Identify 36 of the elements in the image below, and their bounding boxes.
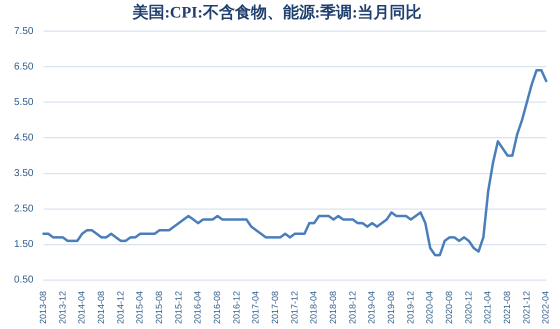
x-tick-label: 2018-12 [347, 290, 358, 324]
x-tick-label: 2019-04 [366, 290, 377, 324]
x-tick-label: 2017-12 [289, 290, 300, 324]
x-tick-label: 2020-04 [424, 290, 435, 324]
x-tick-label: 2015-12 [173, 290, 184, 324]
y-tick-label: 2.50 [14, 204, 34, 215]
x-tick-label: 2016-12 [231, 290, 242, 324]
x-tick-label: 2019-12 [405, 290, 416, 324]
x-tick-label: 2015-04 [134, 290, 145, 324]
y-tick-label: 3.50 [14, 168, 34, 180]
x-tick-label: 2022-04 [540, 290, 551, 324]
x-tick-label: 2015-08 [154, 290, 164, 324]
x-tick-label: 2021-12 [521, 290, 532, 324]
x-tick-label: 2020-08 [444, 290, 454, 324]
x-tick-label: 2017-08 [270, 290, 280, 324]
x-tick-label: 2019-08 [386, 290, 396, 324]
x-tick-label: 2020-12 [463, 290, 474, 324]
x-tick-label: 2018-08 [328, 290, 338, 324]
x-tick-label: 2014-12 [115, 290, 126, 324]
y-tick-label: 4.50 [14, 132, 34, 144]
y-tick-label: 0.50 [14, 274, 34, 286]
chart-title: 美国:CPI:不含食物、能源:季调:当月同比 [132, 2, 422, 22]
x-tick-label: 2014-04 [76, 290, 87, 324]
x-tick-label: 2014-08 [96, 290, 106, 324]
x-tick-label: 2021-04 [482, 290, 493, 324]
x-tick-label: 2013-08 [38, 290, 48, 324]
x-tick-label: 2016-08 [212, 290, 222, 324]
x-tick-label: 2021-08 [502, 290, 512, 324]
y-tick-label: 7.50 [14, 26, 34, 37]
x-tick-label: 2018-04 [308, 290, 319, 324]
x-tick-label: 2016-04 [192, 290, 203, 324]
x-tick-label: 2017-04 [250, 290, 261, 324]
x-tick-label: 2013-12 [57, 290, 68, 324]
y-tick-label: 6.50 [14, 61, 34, 72]
y-tick-label: 1.50 [14, 239, 34, 250]
y-tick-label: 5.50 [14, 97, 34, 108]
